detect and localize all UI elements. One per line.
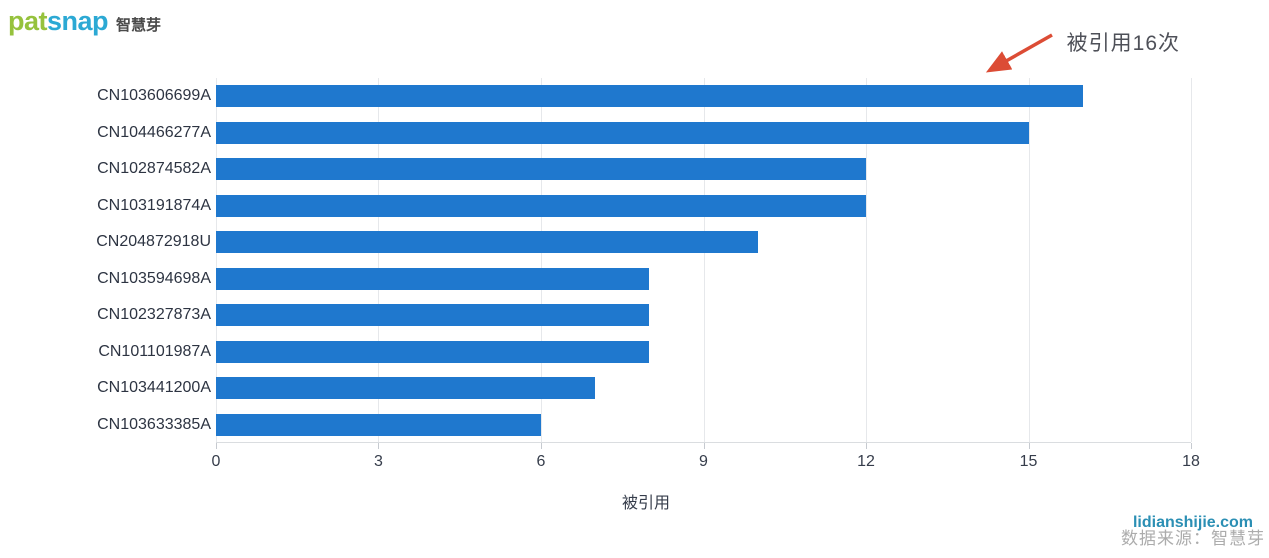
x-axis-title: 被引用 <box>621 495 670 512</box>
bar-CN103191874A <box>216 194 866 217</box>
x-tick-mark-15 <box>1028 443 1030 449</box>
x-tick-label-18: 18 <box>1182 453 1200 470</box>
bar-CN103633385A <box>216 413 541 436</box>
annotation-label: 被引用16次 <box>1066 32 1180 55</box>
y-axis-label-CN103191874A: CN103191874A <box>97 196 211 214</box>
logo-text-cn: 智慧芽 <box>116 17 162 34</box>
logo-text-pat: pat <box>8 6 48 36</box>
gridline-9 <box>703 78 705 442</box>
x-tick-label-0: 0 <box>211 453 221 470</box>
plot-area: 0 3 6 9 12 15 18 <box>212 78 1200 470</box>
bar-CN102327873A <box>216 304 650 327</box>
data-source-note: 数据来源：智慧芽 <box>1121 529 1265 548</box>
bar-CN103606699A <box>216 85 1083 108</box>
y-axis-label-CN103606699A: CN103606699A <box>97 87 211 105</box>
bar-CN104466277A <box>216 121 1029 144</box>
watermark-text: lidianshijie.com <box>1132 514 1253 531</box>
bar-CN101101987A <box>216 340 650 363</box>
x-tick-mark-3 <box>378 443 380 449</box>
gridline-0 <box>216 78 217 442</box>
logo-text-snap: snap <box>47 6 109 36</box>
x-tick-mark-6 <box>540 443 542 449</box>
x-tick-label-15: 15 <box>1019 453 1038 470</box>
x-tick-mark-12 <box>865 443 867 449</box>
x-tick-mark-18 <box>1191 443 1192 449</box>
gridline-6 <box>540 78 542 442</box>
x-tick-mark-0 <box>216 443 217 449</box>
x-tick-label-6: 6 <box>536 453 546 470</box>
y-axis-label-CN103441200A: CN103441200A <box>97 379 211 397</box>
gridline-3 <box>378 78 380 442</box>
y-axis-label-CN103633385A: CN103633385A <box>97 415 211 433</box>
gridline-12 <box>865 78 867 442</box>
gridline-18 <box>1191 78 1192 442</box>
x-tick-label-3: 3 <box>374 453 383 470</box>
x-tick-label-9: 9 <box>699 453 708 470</box>
y-axis-label-CN104466277A: CN104466277A <box>97 123 211 141</box>
bar-CN102874582A <box>216 158 866 181</box>
x-tick-label-12: 12 <box>857 453 875 470</box>
annotation-arrow-icon <box>985 33 1053 73</box>
y-axis-label-CN101101987A: CN101101987A <box>98 342 211 360</box>
y-axis-label-CN102874582A: CN102874582A <box>97 160 211 178</box>
y-axis-label-CN204872918U: CN204872918U <box>96 233 211 251</box>
patsnap-logo: pat snap 智慧芽 <box>8 6 161 37</box>
x-tick-mark-9 <box>703 443 705 449</box>
bar-CN204872918U <box>216 231 758 254</box>
bar-CN103441200A <box>216 377 596 400</box>
citation-bar-chart: CN103606699A CN104466277A CN102874582A CN10… <box>0 78 1269 470</box>
gridline-15 <box>1028 78 1030 442</box>
y-axis-label-CN102327873A: CN102327873A <box>97 306 211 324</box>
y-axis-label-CN103594698A: CN103594698A <box>97 269 211 287</box>
bar-CN103594698A <box>216 267 650 290</box>
